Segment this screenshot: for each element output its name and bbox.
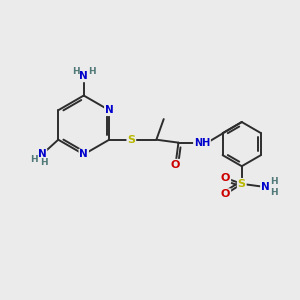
Text: N: N <box>105 105 114 115</box>
Text: O: O <box>221 189 230 199</box>
Text: S: S <box>238 179 246 189</box>
Text: S: S <box>127 135 135 145</box>
Text: H: H <box>30 155 38 164</box>
Text: O: O <box>221 173 230 183</box>
Text: H: H <box>270 177 278 186</box>
Text: H: H <box>72 67 80 76</box>
Text: N: N <box>261 182 270 192</box>
Text: H: H <box>270 188 278 196</box>
Text: N: N <box>38 149 46 159</box>
Text: O: O <box>171 160 180 170</box>
Text: H: H <box>40 158 47 167</box>
Text: H: H <box>88 67 95 76</box>
Text: N: N <box>80 71 88 81</box>
Text: N: N <box>80 149 88 159</box>
Text: NH: NH <box>194 138 210 148</box>
